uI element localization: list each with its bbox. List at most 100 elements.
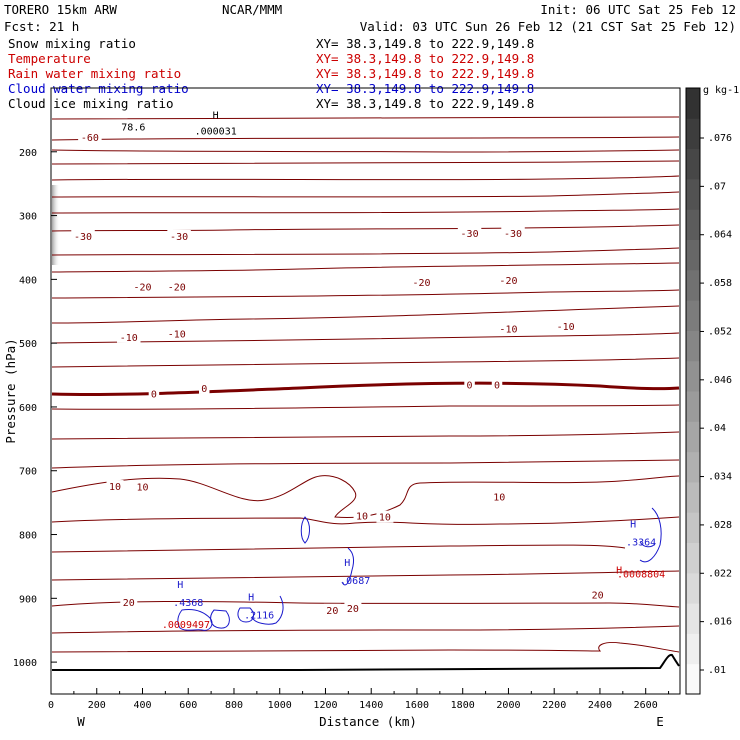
- y-tick-label: 1000: [13, 658, 37, 669]
- temperature-label: 0: [201, 384, 207, 395]
- legend-snow: Snow mixing ratio: [8, 36, 136, 51]
- colorbar-tick-label: .04: [708, 423, 726, 434]
- maxima-labels: H.4368H.2116H.0687H.3364.0009497H.000880…: [121, 111, 665, 631]
- colorbar-segment: [686, 239, 700, 271]
- colorbar-frame: [685, 87, 701, 695]
- temperature-label: 20: [347, 604, 359, 615]
- legend-rain-xy: XY= 38.3,149.8 to 222.9,149.8: [316, 66, 534, 81]
- max-marker: H: [177, 580, 183, 591]
- temperature-label-bg: [344, 601, 362, 614]
- y-tick-label: 700: [19, 467, 37, 478]
- x-tick-label: 2000: [496, 700, 520, 711]
- colorbar-segment: [686, 542, 700, 574]
- colorbar-segment: [686, 300, 700, 331]
- temperature-label: 10: [379, 513, 391, 524]
- legend-temperature: Temperature: [8, 51, 91, 66]
- temperature-label: 10: [109, 482, 121, 493]
- temperature-label-bg: [457, 226, 482, 239]
- temperature-label: -30: [461, 229, 479, 240]
- y-tick-label: 800: [19, 531, 37, 542]
- colorbar-tick-label: .01: [708, 665, 726, 676]
- colorbar-segment: [686, 330, 700, 362]
- max-marker: H: [616, 565, 622, 576]
- temperature-label: 10: [136, 483, 148, 494]
- legend-rain: Rain water mixing ratio: [8, 66, 181, 81]
- x-tick-label: 2200: [542, 700, 566, 711]
- temperature-label: -30: [170, 232, 188, 243]
- temperature-label-bg: [165, 327, 189, 340]
- temperature-label: -20: [133, 282, 151, 293]
- colorbar-segment: [686, 421, 700, 453]
- colorbar-segment: [686, 118, 700, 150]
- temperature-label: 10: [356, 511, 368, 522]
- y-tick-label: 300: [19, 212, 37, 223]
- x-tick-label: 0: [48, 700, 54, 711]
- x-tick-label: 2600: [634, 700, 658, 711]
- temperature-label: -60: [81, 133, 99, 144]
- snow-shading: [52, 185, 60, 265]
- legend-cloud-ice-xy: XY= 38.3,149.8 to 222.9,149.8: [316, 96, 534, 111]
- y-axis-title: Pressure (hPa): [3, 338, 18, 443]
- legend-snow-xy: XY= 38.3,149.8 to 222.9,149.8: [316, 36, 534, 51]
- temperature-label-bg: [589, 588, 607, 601]
- colorbar-tick-label: .028: [708, 520, 732, 531]
- temperature-label: -20: [413, 278, 431, 289]
- center-title: NCAR/MMM: [222, 2, 282, 17]
- colorbar-segment: [686, 178, 700, 210]
- colorbar-segment: [686, 572, 700, 604]
- x-tick-label: 600: [179, 700, 197, 711]
- colorbar-tick-label: .046: [708, 375, 732, 386]
- x-axis-title: Distance (km): [319, 714, 417, 729]
- temperature-label: -30: [504, 229, 522, 240]
- forecast-hour: Fcst: 21 h: [4, 19, 79, 34]
- temperature-label-bg: [496, 322, 521, 335]
- max-value-label: .0008804: [617, 569, 665, 580]
- colorbar-unit: g kg-1: [703, 85, 739, 96]
- cloud-water-contours: [177, 507, 662, 631]
- temperature-label-bg: [148, 387, 160, 400]
- temperature-label: 0: [151, 390, 157, 401]
- colorbar: .01 .016 .022 .028 .034 .04 .046 .052 .058 .064 .0…: [685, 87, 732, 695]
- temperature-label: -10: [499, 324, 517, 335]
- temperature-label: 20: [123, 598, 135, 609]
- init-time: Init: 06 UTC Sat 25 Feb 12: [540, 2, 736, 17]
- legend-temperature-xy: XY= 38.3,149.8 to 222.9,149.8: [316, 51, 534, 66]
- temperature-label: 20: [326, 606, 338, 617]
- temperature-label-bg: [490, 490, 508, 503]
- temperature-label-bg: [71, 229, 95, 242]
- max-value-label: .3364: [626, 538, 656, 549]
- temperature-label: -10: [557, 322, 575, 333]
- temperature-labels: -60 -30 -30 -30 -30 -20 -20 -20 -20 -10 -10 -10 -10 0…: [71, 131, 607, 617]
- temperature-label-bg: [501, 226, 525, 239]
- temperature-label: 0: [494, 381, 500, 392]
- legend-cloud-ice: Cloud ice mixing ratio: [8, 96, 174, 111]
- model-title: TORERO 15km ARW: [4, 2, 117, 17]
- colorbar-segment: [686, 512, 700, 543]
- colorbar-tick-label: .07: [708, 181, 726, 192]
- colorbar-tick-label: .016: [708, 617, 732, 628]
- temperature-label-bg: [78, 131, 102, 144]
- colorbar-tick-label: .034: [708, 472, 732, 483]
- temperature-label: 0: [467, 381, 473, 392]
- temperature-label: -10: [120, 333, 138, 344]
- max-value-label: .0009497: [162, 620, 210, 631]
- colorbar-tick-label: .052: [708, 326, 732, 337]
- max-value-label: .0687: [340, 576, 370, 587]
- colorbar-tick-label: .022: [708, 568, 732, 579]
- colorbar-segment: [686, 148, 700, 180]
- y-tick-label: 500: [19, 339, 37, 350]
- temperature-label-bg: [376, 510, 394, 523]
- temperature-label: 20: [592, 590, 604, 601]
- temperature-label: -10: [168, 330, 186, 341]
- temperature-label-bg: [323, 603, 341, 616]
- temperature-isotherms: [51, 116, 680, 653]
- x-tick-label: 2400: [588, 700, 612, 711]
- temperature-label-bg: [496, 274, 521, 287]
- colorbar-segment: [686, 360, 700, 392]
- y-tick-label: 200: [19, 148, 37, 159]
- colorbar-tick-label: .076: [708, 133, 732, 144]
- max-marker: H: [213, 111, 219, 122]
- temperature-label-bg: [117, 330, 141, 343]
- colorbar-segment: [686, 209, 700, 240]
